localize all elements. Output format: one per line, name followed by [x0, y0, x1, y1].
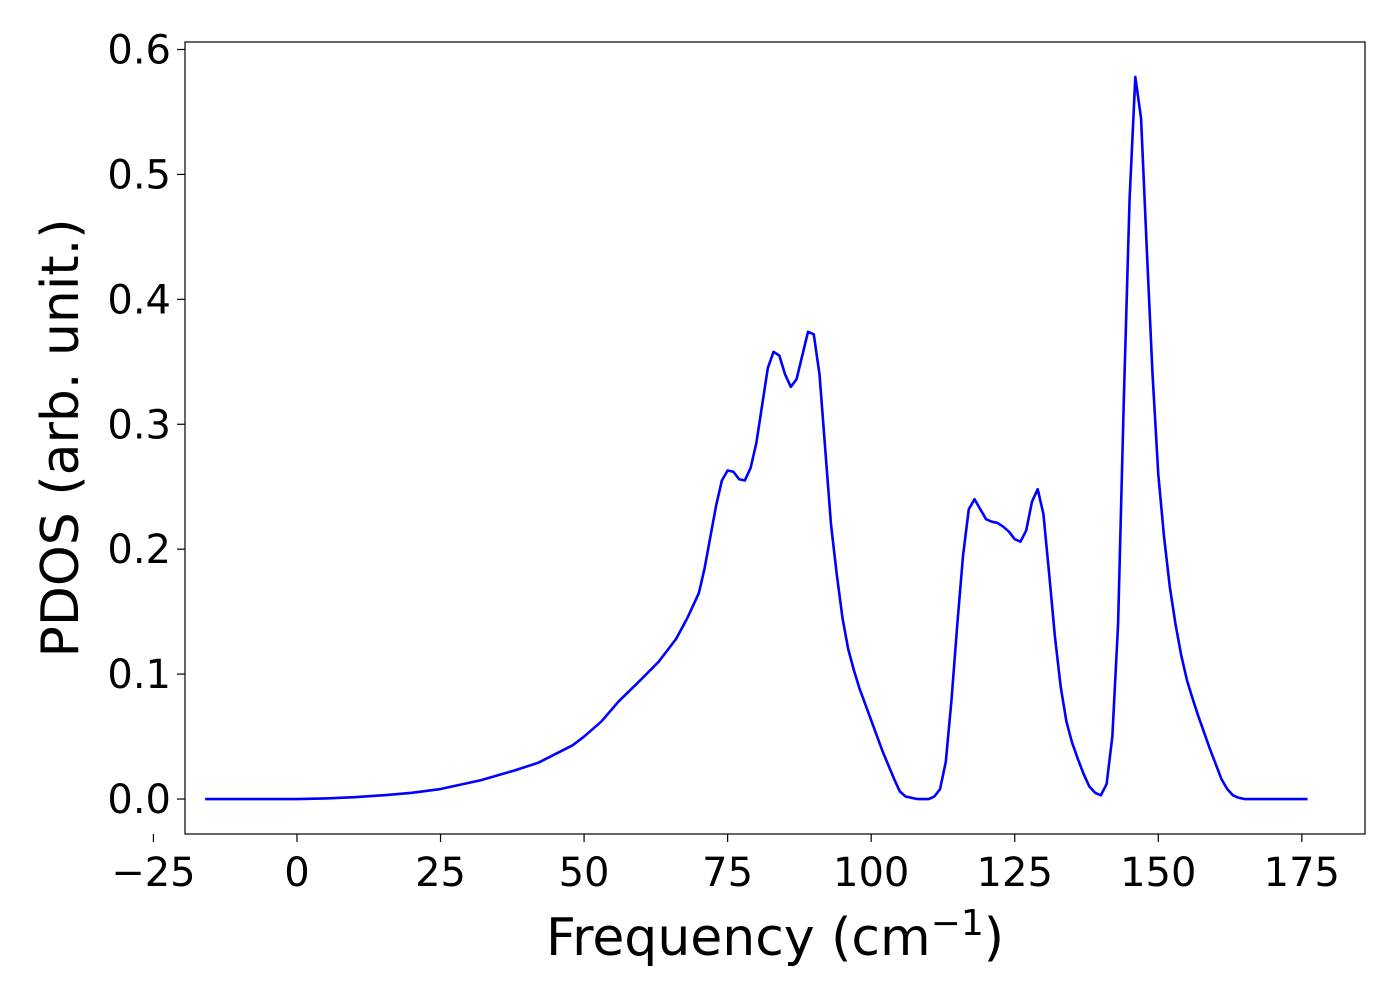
x-tick-label: 100 — [833, 850, 909, 896]
y-tick-label: 0.6 — [107, 27, 171, 73]
x-tick-label: 25 — [415, 850, 466, 896]
x-axis: −25 0 25 50 75 100 125 150 175 — [111, 834, 1340, 896]
x-tick-label: 75 — [702, 850, 753, 896]
x-tick-label: 175 — [1264, 850, 1340, 896]
y-tick-label: 0.3 — [107, 402, 171, 448]
y-axis: 0.0 0.1 0.2 0.3 0.4 0.5 0.6 — [107, 27, 185, 823]
series-line — [205, 75, 1308, 801]
y-tick-label: 0.0 — [107, 777, 171, 823]
x-tick-label: 125 — [977, 850, 1053, 896]
x-axis-title-superscript: −1 — [931, 903, 984, 944]
y-tick-label: 0.1 — [107, 652, 171, 698]
x-tick-label: −25 — [111, 850, 195, 896]
x-axis-title: Frequency (cm−1) — [546, 903, 1004, 968]
y-axis-title: PDOS (arb. unit.) — [31, 218, 91, 657]
y-tick-label: 0.5 — [107, 152, 171, 198]
x-tick-label: 150 — [1120, 850, 1196, 896]
x-tick-label: 50 — [559, 850, 610, 896]
x-tick-label: 0 — [284, 850, 309, 896]
plot-area-frame — [184, 41, 1366, 835]
y-tick-label: 0.4 — [107, 277, 171, 323]
x-axis-title-close: ) — [984, 908, 1004, 968]
y-tick-label: 0.2 — [107, 527, 171, 573]
